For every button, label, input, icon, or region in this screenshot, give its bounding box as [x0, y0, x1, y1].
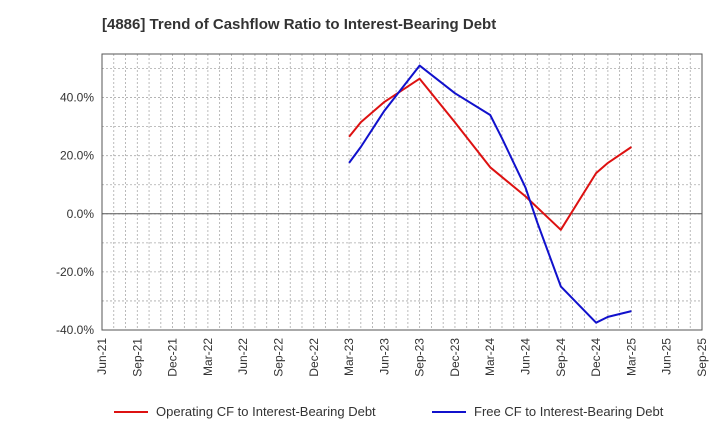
legend-swatch-operating-cf: [114, 410, 148, 413]
x-tick-label: Sep-25: [695, 338, 709, 377]
legend-item-free-cf: Free CF to Interest-Bearing Debt: [432, 404, 663, 419]
x-tick-label: Jun-23: [377, 338, 391, 375]
x-tick-label: Jun-24: [519, 338, 533, 375]
series-line-0: [348, 77, 632, 231]
x-tick-label: Sep-23: [413, 338, 427, 377]
grid-layer: [101, 54, 703, 331]
y-tick-label: 40.0%: [60, 91, 94, 105]
y-tick-label: 0.0%: [67, 207, 95, 221]
x-tick-label: Dec-24: [589, 338, 603, 377]
x-tick-label: Mar-23: [342, 338, 356, 376]
series-line-1: [348, 64, 632, 324]
legend-swatch-free-cf: [432, 410, 466, 413]
legend-label-free-cf: Free CF to Interest-Bearing Debt: [474, 404, 664, 419]
chart-title: [4886] Trend of Cashflow Ratio to Intere…: [102, 16, 497, 33]
legend: Operating CF to Interest-Bearing Debt Fr…: [0, 404, 720, 428]
y-tick-label: 20.0%: [60, 149, 94, 163]
x-tick-label: Dec-22: [307, 338, 321, 377]
x-tick-label: Sep-22: [271, 338, 285, 377]
x-tick-label: Jun-22: [236, 338, 250, 375]
x-tick-label: Dec-21: [166, 338, 180, 377]
y-tick-label: -40.0%: [56, 323, 94, 337]
x-tick-label: Mar-22: [201, 338, 215, 376]
legend-label-operating-cf: Operating CF to Interest-Bearing Debt: [156, 404, 376, 419]
axis-layer: -40.0% -20.0% 0.0% 20.0% 40.0% Jun-21 Sep-21 De…: [56, 53, 709, 377]
legend-item-operating-cf: Operating CF to Interest-Bearing Debt: [114, 404, 376, 419]
x-tick-label: Mar-25: [624, 338, 638, 376]
x-tick-label: Jun-21: [95, 338, 109, 375]
x-tick-label: Sep-24: [554, 338, 568, 377]
y-tick-label: -20.0%: [56, 265, 94, 279]
x-tick-label: Sep-21: [130, 338, 144, 377]
plot-frame: [101, 53, 703, 331]
x-tick-label: Jun-25: [660, 338, 674, 375]
x-tick-label: Mar-24: [483, 338, 497, 376]
series-layer: [348, 64, 632, 324]
x-tick-label: Dec-23: [448, 338, 462, 377]
